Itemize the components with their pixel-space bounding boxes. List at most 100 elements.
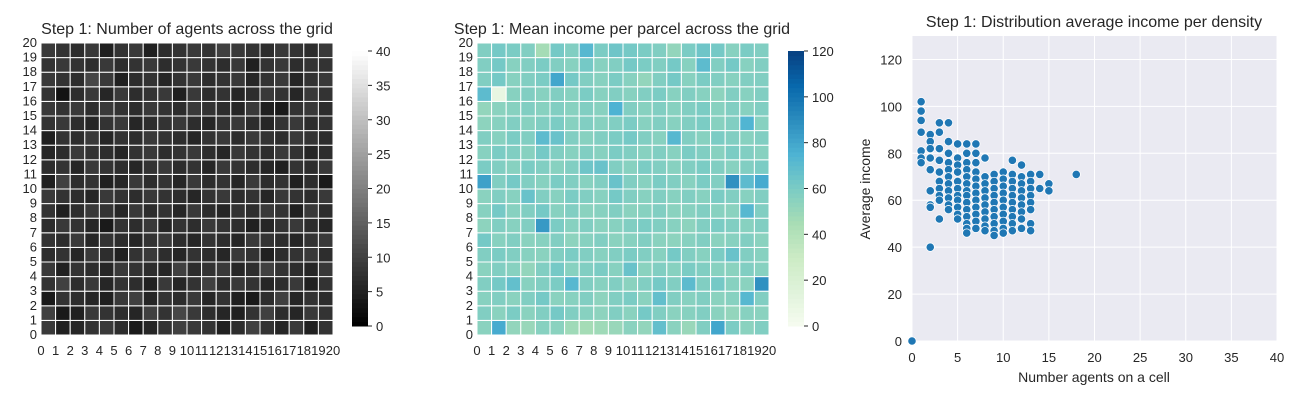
heatmap-cell	[113, 188, 130, 205]
colorbar-segment	[352, 289, 368, 295]
heatmap-cell	[637, 305, 653, 321]
heatmap-cell	[157, 130, 173, 146]
heatmap-cell	[303, 305, 319, 321]
heatmap-cell	[186, 246, 203, 263]
heatmap-cell	[55, 86, 71, 102]
colorbar-segment	[352, 55, 368, 61]
heatmap-cell	[142, 57, 159, 73]
colorbar-segment	[788, 73, 804, 79]
scatter-point	[962, 139, 972, 149]
heatmap-cell	[491, 217, 507, 234]
heatmap-cell	[491, 188, 507, 205]
heatmap-cell	[244, 232, 261, 248]
heatmap-cell	[695, 188, 712, 205]
heatmap-cell	[666, 130, 682, 146]
heatmap-cell	[40, 319, 57, 336]
heatmap-cell	[98, 130, 115, 146]
y-tick-label: 2	[30, 298, 37, 313]
colorbar-segment	[788, 225, 804, 231]
x-tick-label: 18	[297, 343, 311, 358]
heatmap-cell	[288, 290, 305, 307]
x-tick-label: 8	[590, 343, 597, 358]
heatmap-cell	[739, 290, 755, 307]
heatmap-cell	[724, 130, 741, 146]
heatmap-cell	[288, 71, 305, 88]
scatter-point	[925, 186, 935, 196]
heatmap-cell	[710, 261, 726, 278]
heatmap-cell	[476, 130, 493, 146]
heatmap-cell	[666, 100, 682, 117]
colorbar-segment	[352, 206, 368, 212]
heatmap-cell	[84, 203, 100, 219]
income-heatmap-cells	[476, 42, 770, 336]
heatmap-cell	[651, 276, 668, 292]
heatmap-cell	[171, 100, 188, 117]
heatmap-cell	[651, 305, 668, 321]
heatmap-cell	[695, 42, 712, 59]
heatmap-cell	[534, 86, 551, 102]
heatmap-cell	[288, 57, 305, 73]
heatmap-cell	[724, 115, 741, 132]
heatmap-cell	[476, 100, 493, 117]
y-tick-label: 3	[30, 283, 37, 298]
colorbar-segment	[788, 220, 804, 226]
heatmap-cell	[710, 144, 726, 161]
heatmap-cell	[753, 173, 770, 190]
heatmap-cell	[55, 173, 71, 190]
heatmap-cell	[201, 42, 217, 59]
heatmap-cell	[40, 57, 57, 73]
colorbar-segment	[352, 193, 368, 199]
colorbar-segment	[788, 106, 804, 112]
heatmap-cell	[534, 276, 551, 292]
heatmap-cell	[142, 319, 159, 336]
heatmap-cell	[113, 144, 130, 161]
y-tick-label: 0	[466, 327, 473, 342]
heatmap-cell	[317, 42, 334, 59]
heatmap-cell	[491, 305, 507, 321]
heatmap-cell	[55, 42, 71, 59]
heatmap-cell	[230, 130, 246, 146]
heatmap-cell	[491, 319, 507, 336]
heatmap-cell	[476, 86, 493, 102]
heatmap-cell	[505, 42, 522, 59]
x-tick-label: 15	[253, 343, 267, 358]
heatmap-cell	[84, 319, 100, 336]
heatmap-cell	[317, 232, 334, 248]
heatmap-cell	[201, 173, 217, 190]
colorbar-segment	[352, 284, 368, 290]
heatmap-cell	[739, 86, 755, 102]
x-tick-label: 40	[1270, 350, 1284, 365]
scatter-point	[1026, 205, 1036, 215]
heatmap-cell	[69, 319, 86, 336]
heatmap-cell	[113, 319, 130, 336]
scatter-point	[1007, 226, 1017, 236]
heatmap-cell	[739, 71, 755, 88]
heatmap-cell	[215, 261, 232, 278]
heatmap-cell	[534, 217, 551, 234]
heatmap-cell	[724, 305, 741, 321]
heatmap-cell	[317, 115, 334, 132]
heatmap-cell	[534, 144, 551, 161]
heatmap-cell	[55, 115, 71, 132]
scatter-point	[971, 139, 981, 149]
heatmap-cell	[259, 86, 276, 102]
heatmap-cell	[84, 217, 100, 234]
heatmap-cell	[549, 115, 566, 132]
heatmap-cell	[534, 261, 551, 278]
heatmap-cell	[680, 188, 697, 205]
heatmap-cell	[98, 100, 115, 117]
heatmap-cell	[259, 173, 276, 190]
heatmap-cell	[593, 290, 609, 307]
heatmap-cell	[505, 290, 522, 307]
heatmap-cell	[274, 188, 290, 205]
heatmap-cell	[215, 159, 232, 175]
heatmap-cell	[69, 232, 86, 248]
heatmap-cell	[578, 86, 595, 102]
heatmap-cell	[186, 144, 203, 161]
heatmap-cell	[201, 159, 217, 175]
heatmap-cell	[113, 159, 130, 175]
x-tick-label: 9	[169, 343, 176, 358]
colorbar-tick-label: 0	[376, 319, 383, 334]
heatmap-cell	[549, 57, 566, 73]
